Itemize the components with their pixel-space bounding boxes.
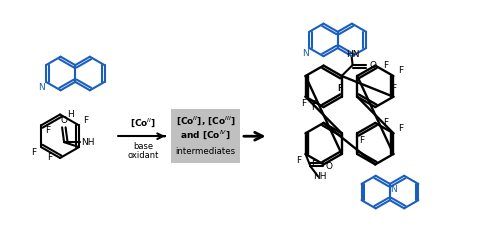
Text: F: F — [382, 118, 388, 127]
Text: N: N — [390, 185, 398, 194]
Text: F: F — [391, 84, 396, 93]
Text: HN: HN — [346, 50, 360, 59]
Text: [Co$^{II}$], [Co$^{III}$]: [Co$^{II}$], [Co$^{III}$] — [176, 115, 236, 127]
Text: F: F — [46, 126, 51, 135]
Text: O: O — [369, 61, 376, 70]
Text: H: H — [66, 110, 73, 119]
Text: F: F — [336, 84, 342, 93]
Text: F: F — [398, 65, 403, 75]
Text: F: F — [48, 153, 52, 162]
Text: F: F — [32, 147, 36, 157]
Bar — [172, 109, 240, 164]
Text: [Co$^{II}$]: [Co$^{II}$] — [130, 117, 156, 129]
Text: O: O — [326, 162, 333, 171]
Text: O: O — [60, 116, 67, 125]
Text: F: F — [84, 116, 88, 125]
Text: NH: NH — [312, 172, 326, 181]
Text: F: F — [302, 99, 306, 108]
Text: oxidant: oxidant — [128, 150, 159, 160]
Text: F: F — [311, 100, 316, 109]
Text: F: F — [398, 124, 403, 133]
Text: F: F — [382, 61, 388, 70]
Text: NH: NH — [81, 138, 94, 147]
Text: F: F — [311, 103, 316, 112]
Text: F: F — [360, 136, 364, 145]
Text: and [Co$^{IV}$]: and [Co$^{IV}$] — [180, 129, 231, 142]
Text: N: N — [302, 49, 308, 58]
Text: intermediates: intermediates — [176, 147, 236, 156]
Text: F: F — [336, 84, 342, 93]
Text: F: F — [311, 160, 316, 169]
Text: N: N — [38, 83, 46, 92]
Text: F: F — [296, 156, 301, 165]
Text: base: base — [133, 142, 153, 151]
